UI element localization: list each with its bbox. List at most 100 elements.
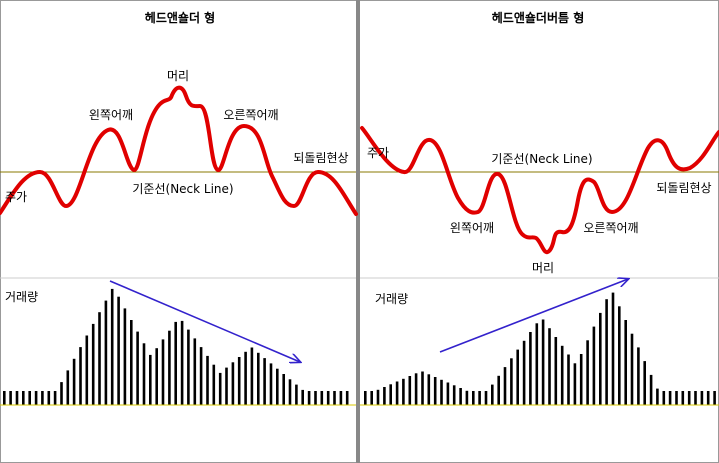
right-panel: 헤드앤숄더버틈 형 기준선(Neck Line) 주가 왼쪽어깨 머리 오른쪽어… (360, 10, 719, 406)
left-volume-bar (130, 320, 133, 405)
left-volume-bar (250, 347, 254, 405)
right-volume-bar (395, 381, 399, 405)
right-volume-bar (491, 384, 494, 405)
left-volume-bar (34, 391, 38, 405)
left-title: 헤드앤숄더 형 (145, 10, 215, 25)
left-volume-bar (91, 323, 95, 405)
left-right-shoulder-label: 오른쪽어깨 (223, 108, 278, 122)
right-price-label: 주가 (367, 146, 389, 160)
left-volume-bar (199, 347, 203, 405)
left-volume-bar (345, 391, 349, 405)
right-volume-bar (433, 377, 437, 405)
right-volume-bar (605, 299, 608, 405)
left-volume-bar (47, 391, 51, 405)
left-volume-bar (98, 312, 101, 405)
left-volume-trend-arrow (109, 280, 300, 362)
left-volume-bar (79, 347, 82, 405)
right-volume-bar (643, 361, 646, 405)
left-volume-bar (257, 352, 260, 405)
right-volume-bar (389, 384, 392, 405)
left-volume-bar (60, 382, 63, 405)
left-rebound-label: 되돌림현상 (293, 151, 348, 165)
right-volume-bar (376, 389, 380, 405)
left-volume-bar (295, 384, 298, 405)
left-volume-bar (339, 391, 343, 405)
right-volume-bar (706, 391, 710, 405)
left-head-label: 머리 (167, 69, 189, 83)
right-volume-bar (694, 391, 697, 405)
right-volume-bar (427, 374, 431, 405)
left-volume-label: 거래량 (5, 290, 38, 304)
left-volume-bar (225, 367, 228, 405)
right-right-shoulder-label: 오른쪽어깨 (583, 221, 638, 235)
right-volume-bar (421, 371, 424, 405)
right-volume-bar (516, 349, 519, 405)
right-volume-bar (675, 391, 678, 405)
right-volume-bar (554, 337, 558, 405)
right-volume-bar (624, 320, 627, 405)
right-volume-bar (414, 373, 418, 405)
left-volume-bar (301, 389, 304, 405)
right-volume-bar (370, 391, 373, 405)
left-volume-bar (117, 296, 120, 405)
left-volume-bar (231, 362, 235, 405)
left-volume-bar (193, 338, 197, 405)
right-volume-bar (662, 391, 666, 405)
right-volume-trend-arrow (439, 279, 628, 353)
left-price-label: 주가 (5, 190, 27, 204)
left-volume-bar (22, 391, 25, 405)
left-volume-bar (288, 379, 292, 405)
left-volume-bar (136, 331, 139, 405)
right-volume-bar (408, 376, 412, 405)
left-volume-bar (244, 351, 247, 405)
left-volume-bar (155, 348, 158, 405)
left-volume-bar (28, 391, 31, 405)
left-volume-bar (282, 374, 285, 405)
left-volume-bar (212, 364, 216, 405)
left-volume-bar (3, 391, 6, 405)
right-volume-bar (541, 319, 545, 405)
right-volume-bar (484, 391, 488, 405)
right-volume-bar (567, 354, 570, 405)
left-volume-bar (161, 339, 165, 405)
left-left-shoulder-label: 왼쪽어깨 (89, 108, 133, 122)
left-volume-bar (307, 391, 311, 405)
right-volume-bar (535, 323, 539, 405)
left-volume-bar (123, 308, 127, 405)
right-volume-bar (478, 391, 481, 405)
right-volume-bar (522, 340, 526, 405)
left-volume-bar (237, 357, 241, 405)
right-volume-bar (637, 347, 640, 405)
right-price-line (360, 126, 719, 255)
left-volume-bar (104, 300, 108, 405)
right-volume-bar (611, 292, 615, 405)
right-volume-bars (364, 292, 716, 405)
left-volume-bar (174, 321, 177, 405)
right-volume-bar (599, 312, 602, 405)
right-volume-bar (573, 363, 577, 405)
right-volume-bar (446, 382, 450, 405)
left-panel: 헤드앤숄더 형 머리 왼쪽어깨 오른쪽어깨 되돌림현상 주가 기준선(Neck … (0, 10, 358, 406)
panel-divider (356, 0, 360, 463)
left-volume-bar (276, 368, 279, 405)
right-volume-bar (548, 328, 551, 405)
left-volume-bar (142, 343, 146, 405)
right-volume-bar (579, 354, 583, 405)
left-volume-bar (110, 288, 114, 405)
right-volume-bar (713, 391, 716, 405)
right-volume-bar (503, 367, 507, 405)
right-volume-bar (497, 375, 500, 405)
right-volume-bar (364, 391, 367, 405)
left-volume-bar (53, 391, 57, 405)
right-volume-bar (681, 391, 685, 405)
right-neckline-label: 기준선(Neck Line) (491, 152, 592, 166)
right-volume-bar (687, 391, 691, 405)
right-head-label: 머리 (532, 261, 554, 275)
left-volume-bar (180, 320, 184, 405)
right-volume-bar (618, 306, 621, 405)
right-volume-bar (402, 378, 405, 405)
left-volume-bar (149, 354, 152, 405)
left-volume-bar (314, 391, 317, 405)
left-volume-bar (66, 370, 70, 405)
